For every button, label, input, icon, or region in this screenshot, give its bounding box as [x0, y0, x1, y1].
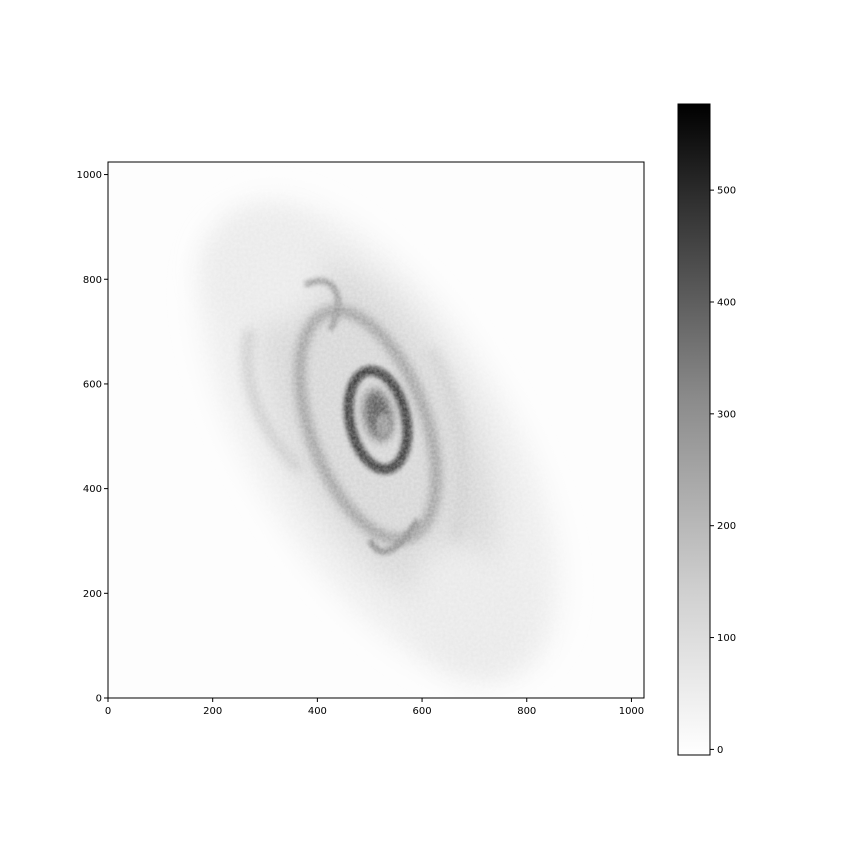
x-tick-label: 1000	[619, 706, 644, 717]
x-tick-label: 800	[517, 706, 536, 717]
y-axis: 0 200 400 600 800 1000	[77, 170, 108, 705]
y-tick-label: 200	[83, 589, 102, 600]
y-tick-label: 1000	[77, 170, 102, 181]
y-tick-label: 0	[96, 694, 102, 705]
x-tick-label: 600	[413, 706, 432, 717]
y-tick-label: 400	[83, 484, 102, 495]
x-axis: 0 200 400 600 800 1000	[105, 698, 644, 717]
colorbar: 0 100 200 300 400 500	[677, 103, 736, 756]
colorbar-tick-label: 200	[717, 521, 736, 532]
plot-frame	[107, 161, 645, 699]
x-tick-label: 200	[203, 706, 222, 717]
colorbar-tick-label: 500	[717, 186, 736, 197]
colorbar-tick-label: 0	[717, 745, 723, 756]
x-tick-label: 400	[308, 706, 327, 717]
colorbar-tick-label: 300	[717, 409, 736, 420]
colorbar-gradient	[678, 104, 710, 755]
x-tick-label: 0	[105, 706, 111, 717]
colorbar-tick-label: 400	[717, 297, 736, 308]
colorbar-frame	[677, 103, 711, 756]
y-tick-label: 600	[83, 379, 102, 390]
colorbar-axis: 0 100 200 300 400 500	[710, 186, 736, 756]
colorbar-tick-label: 100	[717, 633, 736, 644]
y-tick-label: 800	[83, 275, 102, 286]
image-axes: 0 200 400 600 800 1000 0 200 400 600 800 1000	[77, 161, 645, 717]
